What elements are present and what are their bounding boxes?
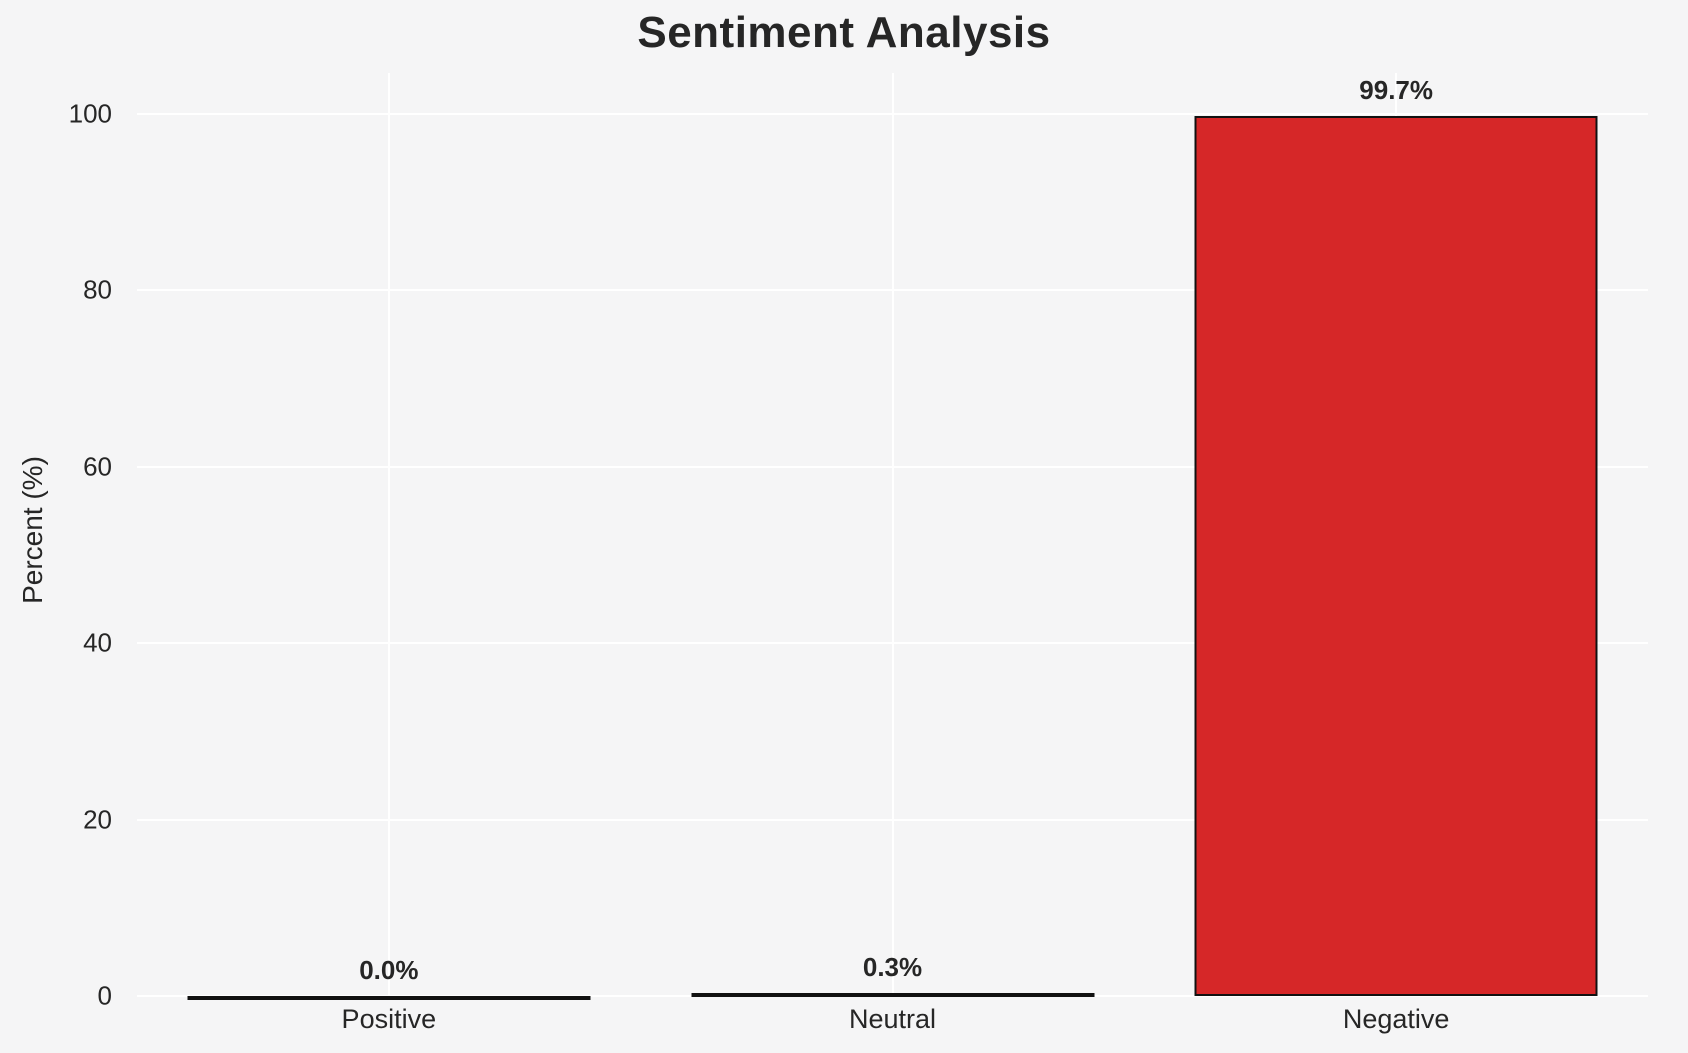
bar-positive xyxy=(187,996,591,1000)
bar-value-label: 0.3% xyxy=(862,952,923,983)
bar-value-label: 0.0% xyxy=(359,955,419,985)
gridline-vertical xyxy=(891,73,894,996)
bar-value-label: 99.7% xyxy=(1359,75,1434,106)
x-tick-label: Negative xyxy=(1342,1004,1450,1034)
y-tick-label: 60 xyxy=(83,451,112,482)
bar-neutral xyxy=(691,993,1094,998)
y-tick-label: 100 xyxy=(68,98,112,129)
y-tick-label: 0 xyxy=(97,980,112,1011)
y-tick-label: 40 xyxy=(83,627,112,658)
y-tick-label: 80 xyxy=(83,274,112,305)
y-tick-label: 20 xyxy=(83,804,112,835)
x-tick-label: Neutral xyxy=(848,1004,937,1034)
chart-title: Sentiment Analysis xyxy=(637,8,1051,57)
x-tick-label: Positive xyxy=(341,1004,437,1034)
gridline-vertical xyxy=(387,73,390,996)
bar-negative xyxy=(1194,116,1598,996)
